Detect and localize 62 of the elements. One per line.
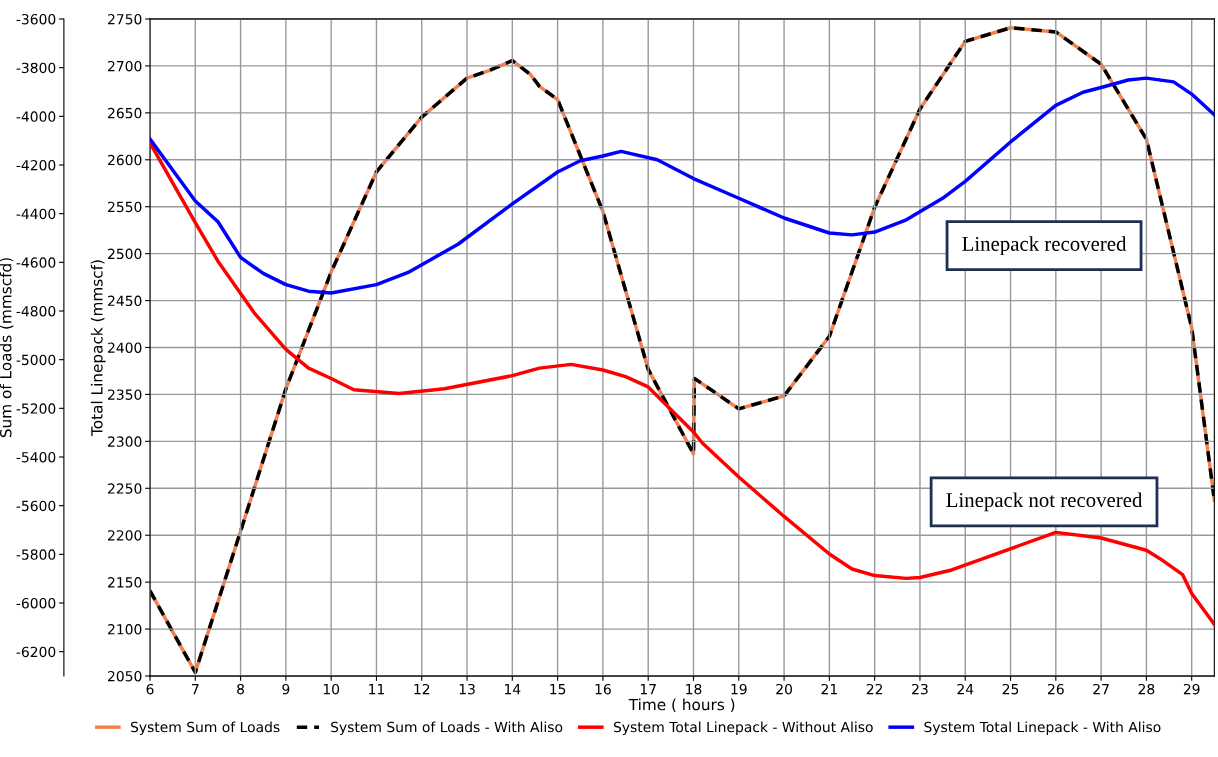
- x-tick-label: 11: [369, 684, 385, 695]
- y-tick-label: 2550: [108, 201, 142, 213]
- legend-label: System Total Linepack - Without Aliso: [613, 721, 873, 735]
- y2-tick-label: -3800: [16, 62, 56, 74]
- y-tick-label: 2350: [108, 389, 142, 400]
- x-tick-label: 28: [1138, 683, 1155, 695]
- x-tick-label: 12: [414, 683, 430, 695]
- annotation: Linepack not recovered: [946, 492, 1143, 512]
- x-tick-label: 7: [192, 684, 199, 695]
- x-tick-label: 20: [776, 683, 792, 695]
- y-axis-title: Total Linepack (mmscf): [90, 260, 106, 437]
- legend-label: System Sum of Loads: [130, 721, 280, 735]
- y2-tick-label: -4400: [16, 208, 56, 220]
- y-tick-label: 2050: [108, 670, 142, 682]
- y-tick-label: 2600: [108, 154, 142, 166]
- y-tick-label: 2400: [108, 342, 142, 353]
- y2-tick-label: -5000: [16, 354, 56, 366]
- y2-tick-label: -5200: [16, 403, 56, 414]
- y-tick-label: 2300: [108, 436, 142, 447]
- x-tick-label: 14: [505, 684, 521, 695]
- y2-tick-label: -4600: [16, 257, 56, 268]
- x-tick-label: 9: [282, 683, 290, 695]
- x-tick-label: 21: [821, 683, 837, 695]
- y-tick-label: 2700: [108, 60, 142, 72]
- y-tick-label: 2500: [108, 248, 142, 260]
- y2-tick-label: -5600: [16, 500, 56, 512]
- y2-tick-label: -3600: [16, 13, 56, 25]
- y-tick-label: 2650: [108, 107, 142, 119]
- x-tick-label: 6: [146, 683, 154, 695]
- annotation: Linepack recovered: [962, 236, 1127, 256]
- x-tick-label: 26: [1048, 683, 1064, 695]
- legend-label: System Sum of Loads - With Aliso: [331, 721, 563, 735]
- x-tick-label: 8: [237, 683, 245, 695]
- y2-tick-label: -6000: [16, 597, 56, 609]
- y2-tick-label: -6200: [16, 646, 56, 658]
- y2-tick-label: -4200: [16, 159, 56, 171]
- y2-tick-label: -4800: [16, 305, 56, 317]
- y-tick-label: 2150: [108, 577, 142, 588]
- y2-tick-label: -5400: [16, 451, 56, 463]
- x-tick-label: 16: [595, 683, 611, 695]
- y2-tick-label: -4000: [16, 111, 56, 122]
- x-tick-label: 24: [957, 683, 974, 695]
- y-tick-label: 2100: [108, 624, 142, 635]
- x-tick-label: 22: [866, 683, 883, 695]
- x-tick-label: 19: [731, 683, 747, 695]
- x-tick-label: 17: [640, 684, 656, 695]
- y2-axis-title: Sum of Loads (mmscfd): [0, 258, 14, 438]
- x-tick-label: 15: [550, 684, 566, 695]
- x-tick-label: 25: [1002, 683, 1019, 695]
- y-tick-label: 2750: [108, 13, 142, 25]
- x-tick-label: 18: [686, 683, 702, 695]
- x-tick-label: 27: [1093, 683, 1109, 695]
- x-tick-label: 13: [459, 683, 475, 695]
- y-tick-label: 2200: [108, 530, 142, 541]
- x-tick-label: 23: [912, 683, 928, 695]
- y-tick-label: 2450: [108, 295, 142, 307]
- legend-label: System Total Linepack - With Aliso: [924, 721, 1161, 735]
- y-tick-label: 2250: [108, 483, 142, 494]
- x-tick-label: 29: [1183, 683, 1200, 695]
- y2-tick-label: -5800: [16, 549, 56, 560]
- x-tick-label: 10: [323, 683, 340, 695]
- x-axis-title: Time ( hours ): [628, 698, 735, 713]
